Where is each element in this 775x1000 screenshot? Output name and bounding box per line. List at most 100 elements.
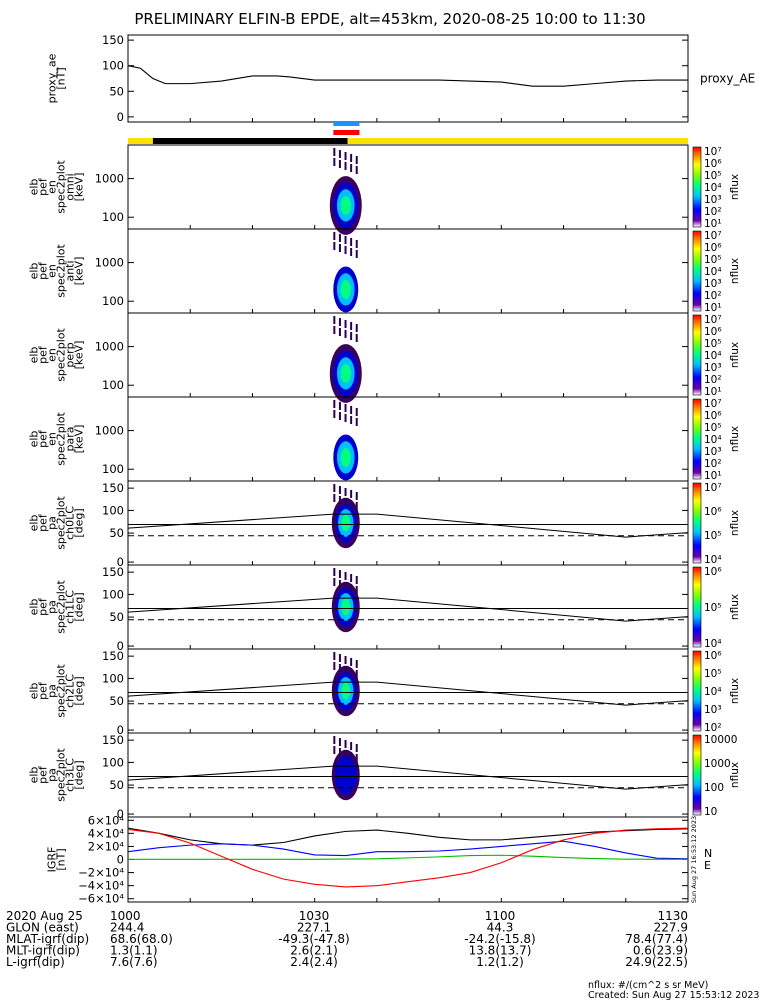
panel-ylabel: elbpefenspec2plotomni[keV] xyxy=(28,160,86,214)
ylabel-line: pef xyxy=(37,429,50,448)
ylabel-line: elb xyxy=(28,347,41,364)
flux-speckle xyxy=(338,580,341,588)
ylabel-line: elb xyxy=(28,263,41,280)
ylabel-line: en xyxy=(46,264,59,278)
igrf-component-label: E xyxy=(704,859,711,872)
ylabel-line: ch1LC xyxy=(64,590,77,624)
ytick-label: 1000 xyxy=(95,256,124,270)
ylabel-line: pef xyxy=(37,597,50,616)
footer-row-value: 44.3 xyxy=(487,921,514,935)
flux-speckle xyxy=(338,496,341,504)
flux-speckle xyxy=(333,578,336,586)
proxy-ae-legend: proxy_AE xyxy=(700,72,755,86)
colorbar-tick-label: 10¹ xyxy=(704,386,722,398)
flux-speckle xyxy=(338,570,341,578)
ylabel-line: spec2plot xyxy=(55,664,68,718)
footer-row-label: 2020 Aug 25 xyxy=(6,909,83,923)
colorbar-tick-label: 10⁵ xyxy=(704,668,722,680)
colorbar xyxy=(692,482,702,564)
ylabel-line: [deg] xyxy=(73,760,86,789)
ytick-label: 100 xyxy=(102,503,124,517)
colorbar-tick-label: 10⁶ xyxy=(704,158,722,170)
ylabel-line: [deg] xyxy=(73,592,86,621)
footer-row-label: MLAT-igrf(dip) xyxy=(6,932,89,946)
spectrogram-blob xyxy=(333,400,359,481)
flux-speckle xyxy=(333,148,336,156)
flux-speckle xyxy=(333,652,336,660)
flux-speckle xyxy=(350,742,353,750)
panel-frame xyxy=(127,34,689,123)
ytick-label: 100 xyxy=(102,587,124,601)
ylabel-line: [nT] xyxy=(55,67,68,89)
panel-frame xyxy=(127,312,689,398)
ylabel-line: IGRF xyxy=(46,847,59,873)
ytick-label: 4×10⁴ xyxy=(88,826,125,840)
ylabel-line: pef xyxy=(37,765,50,784)
ylabel-line: spec2plot xyxy=(55,328,68,382)
panel-frame xyxy=(127,732,689,818)
colorbar-tick-label: 10² xyxy=(704,722,722,734)
ylabel-line: ch3LC xyxy=(64,758,77,792)
flux-speckle xyxy=(333,316,336,324)
flux-speckle xyxy=(350,238,353,246)
flux-speckle xyxy=(333,400,336,408)
ytick-label: 150 xyxy=(102,565,124,579)
flux-speckle xyxy=(355,670,358,678)
loss-cone-curve xyxy=(127,513,689,538)
colorbar xyxy=(692,650,702,732)
spectrogram-blob xyxy=(331,568,360,633)
footer-row-value: 1030 xyxy=(299,909,330,923)
ylabel-line: omni xyxy=(64,173,77,200)
igrf-side-note: Sun Aug 27 16:53:12 2023 xyxy=(690,816,698,903)
science-zone-marker xyxy=(333,121,360,126)
spectrogram-blob xyxy=(329,316,362,403)
flux-speckle xyxy=(355,502,358,510)
flux-speckle xyxy=(350,500,353,508)
ylabel-line: spec2plot xyxy=(55,496,68,550)
ylabel-line: elb xyxy=(28,683,41,700)
colorbar-tick-label: 10² xyxy=(704,374,722,386)
colorbar xyxy=(692,398,702,480)
colorbar xyxy=(692,146,702,228)
colorbar-tick-label: 10⁵ xyxy=(704,254,722,266)
flux-speckle xyxy=(350,332,353,340)
ylabel-line: perp xyxy=(64,342,77,367)
flux-speckle xyxy=(344,740,347,748)
colorbar-tick-label: 10⁵ xyxy=(704,338,722,350)
footer-row-value: 1130 xyxy=(657,909,688,923)
flux-speckle xyxy=(355,408,358,416)
panel-frame xyxy=(127,396,689,482)
colorbar-tick-label: 10000 xyxy=(704,734,737,746)
ylabel-line: ch0LC xyxy=(64,506,77,540)
status-bar-segment xyxy=(128,138,153,144)
flux-speckle xyxy=(338,748,341,756)
panel-pa_ch2: elbpefpaspec2plotch2LC[deg] 150 100 50 0 10⁶ 1… xyxy=(28,648,741,737)
ylabel-line: en xyxy=(46,432,59,446)
ytick-label: 50 xyxy=(109,694,124,708)
ytick-label: −6×10⁴ xyxy=(78,892,124,906)
ytick-label: 0 xyxy=(117,807,124,821)
panel-ylabel: elbpefenspec2plotperp[keV] xyxy=(28,328,86,382)
ylabel-line: pa xyxy=(46,684,59,698)
flux-speckle xyxy=(344,404,347,412)
ylabel-line: elb xyxy=(28,431,41,448)
flux-speckle xyxy=(338,654,341,662)
colorbar-unit: nflux xyxy=(729,426,741,452)
flux-speckle xyxy=(333,242,336,250)
flux-speckle xyxy=(350,164,353,172)
ylabel-line: pef xyxy=(37,681,50,700)
flux-contour xyxy=(340,448,351,467)
colorbar-tick-label: 10¹ xyxy=(704,218,722,230)
footer-row-value: 1.3(1.1) xyxy=(110,944,158,958)
panel-frame xyxy=(127,648,689,734)
flux-speckle xyxy=(338,150,341,158)
ytick-label: 150 xyxy=(102,481,124,495)
flux-contour xyxy=(341,682,351,700)
ytick-label: 100 xyxy=(102,59,124,73)
colorbar-unit: nflux xyxy=(729,174,741,200)
flux-speckle xyxy=(350,658,353,666)
flux-speckle xyxy=(350,668,353,676)
footer-row-value: -49.3(-47.8) xyxy=(278,932,349,946)
ytick-label: 100 xyxy=(102,294,124,308)
ylabel-line: para xyxy=(64,427,77,452)
